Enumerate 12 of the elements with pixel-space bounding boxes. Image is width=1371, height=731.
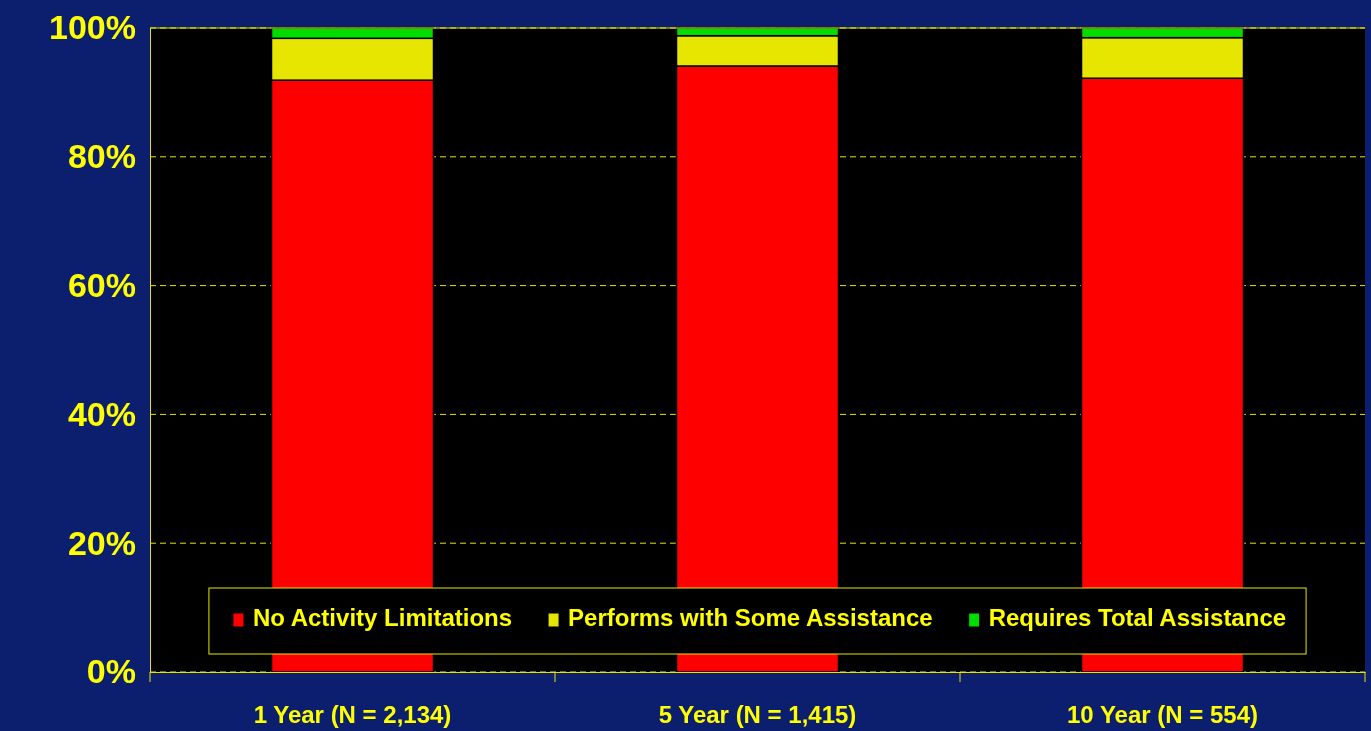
legend-label: Requires Total Assistance [988,604,1287,631]
y-tick-label: 20% [67,523,136,562]
y-tick-label: 60% [67,265,136,304]
y-tick-label: 0% [86,652,136,691]
legend-label: Performs with Some Assistance [568,604,933,631]
x-tick-label: 5 Year (N = 1,415) [658,701,857,729]
y-tick-label: 40% [67,394,136,433]
y-tick-label: 80% [67,137,136,176]
x-tick-label: 1 Year (N = 2,134) [253,701,452,729]
x-tick-label: 10 Year (N = 554) [1066,701,1259,729]
legend-label: No Activity Limitations [252,604,513,631]
y-tick-label: 100% [49,8,136,47]
